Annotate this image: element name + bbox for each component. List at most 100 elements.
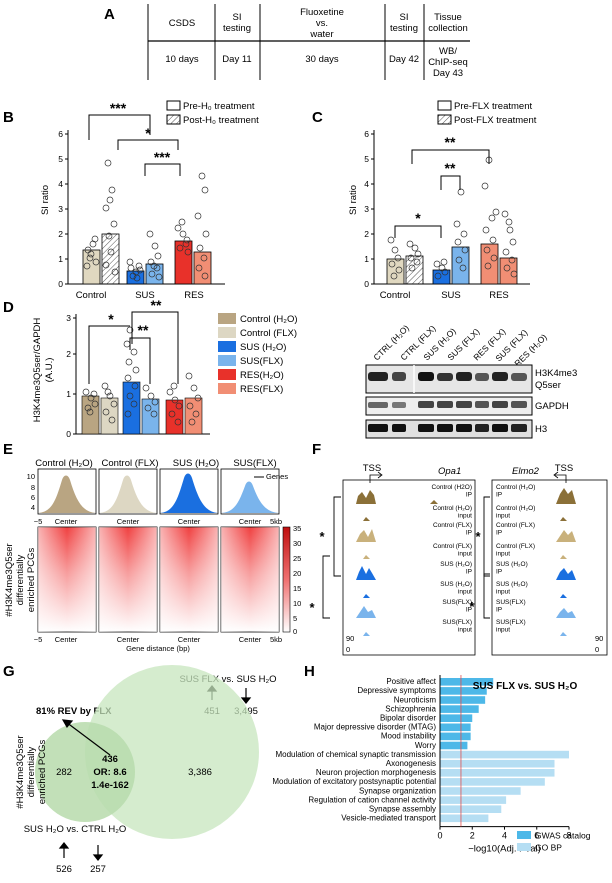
h-legend-label-0: GWAS catalog — [535, 831, 591, 841]
bar-h-11 — [440, 778, 545, 786]
opa1-track-0 — [346, 490, 475, 504]
legend-d-label-5: RES(FLX) — [240, 384, 283, 395]
bar-h-15 — [440, 814, 489, 823]
venn-left-count: 282 — [56, 767, 72, 778]
svg-text:90: 90 — [346, 634, 354, 643]
elmo2-track-6 — [495, 608, 607, 618]
panel-e-title-1: Control (FLX) — [101, 458, 158, 469]
panel-d-label: D — [3, 299, 14, 316]
bar-h-6 — [440, 732, 471, 741]
panel-f-opa1-tracks: Control (H2O) IP Control (H₂O) input Contr… — [346, 484, 475, 654]
bar-h-label-2: Neuroticism — [394, 695, 437, 704]
elmo2-track-4 — [495, 568, 607, 580]
elmo2-tss-arrow — [555, 474, 567, 483]
blot-label-gapdh: GAPDH — [535, 401, 569, 412]
elmo2-gene-label: Elmo2 — [512, 466, 540, 477]
bar-h-label-8: Modulation of chemical synaptic transmis… — [275, 750, 436, 759]
svg-text:#H3K4me3Q5ser: #H3K4me3Q5ser — [15, 735, 26, 808]
bar-h-2 — [440, 696, 486, 704]
panel-b-sig-2: * — [145, 125, 151, 141]
svg-text:90: 90 — [595, 634, 603, 643]
svg-text:−5: −5 — [34, 517, 43, 526]
svg-text:Control (H₂O)IP: Control (H₂O) IP — [496, 484, 535, 499]
h-legend-swatch-1 — [517, 843, 531, 851]
opa1-track-6 — [346, 606, 475, 618]
bar-c-res-post — [499, 257, 518, 285]
panel-g-bottom-label: SUS H₂O vs. CTRL H₂O — [24, 824, 127, 835]
h-tick-label-2: 4 — [502, 831, 507, 841]
panel-d-yunit: (A.U.) — [44, 358, 55, 383]
panel-d-sig-2: ** — [138, 322, 149, 338]
svg-text:Control (FLX)IP: Control (FLX) IP — [496, 522, 535, 537]
svg-text:SUS(FLX)IP: SUS(FLX) IP — [496, 599, 526, 614]
svg-text:#H3K4me3Q5ser: #H3K4me3Q5ser — [4, 543, 15, 616]
svg-text:Center: Center — [117, 635, 140, 644]
svg-text:SUS(FLX)input: SUS(FLX) input — [496, 619, 526, 634]
panel-c-sig-1: * — [415, 210, 421, 226]
svg-text:0: 0 — [595, 645, 599, 654]
elmo2-track-2 — [495, 530, 607, 542]
bar-d-res-h2o — [165, 399, 184, 435]
svg-text:5: 5 — [293, 614, 297, 623]
svg-text:0: 0 — [364, 279, 369, 289]
svg-text:SUS (H₂O)input: SUS (H₂O) input — [440, 581, 472, 596]
panel-d-sig-1: * — [108, 311, 114, 327]
legend-pre-label: Pre-H₀ treatment — [183, 101, 255, 112]
svg-text:3: 3 — [364, 204, 369, 214]
bar-h-label-1: Depressive symptoms — [357, 686, 436, 695]
panel-b-points — [83, 159, 210, 282]
opa1-gene-label: Opa1 — [438, 466, 461, 477]
bar-b-res-pre — [174, 240, 193, 285]
profile-sus-h2o — [160, 473, 218, 513]
profile-control-flx — [99, 475, 157, 513]
venn-circle-flx-sus — [85, 665, 259, 839]
bar-h-label-4: Bipolar disorder — [380, 714, 436, 723]
blot-label-h3: H3 — [535, 424, 547, 435]
panel-f-sig-3: * — [475, 529, 481, 544]
panel-e-center-labels-bottom: Center Center Center Center −5 5kb — [34, 635, 282, 644]
panel-e-colorbar-ticks: 35 30 25 20 15 10 5 0 — [293, 524, 301, 636]
timeline-day-tissue: WB/ChIP-seq Day 43 — [428, 46, 468, 79]
elmo2-track-1 — [495, 517, 607, 521]
panel-b-bars — [82, 233, 212, 285]
svg-text:1: 1 — [58, 254, 63, 264]
opa1-track-2 — [346, 529, 475, 542]
bar-h-5 — [440, 723, 471, 732]
opa1-track-3 — [346, 555, 475, 559]
svg-text:1: 1 — [364, 254, 369, 264]
panel-e-title-2: SUS (H₂O) — [173, 458, 219, 469]
venn-center-count: 436 — [102, 754, 118, 765]
svg-text:enriched PCGs: enriched PCGs — [26, 548, 37, 613]
elmo2-track-3 — [495, 555, 607, 559]
bar-b-control-post — [101, 233, 120, 285]
panel-h-label: H — [304, 663, 315, 680]
bar-h-7 — [440, 741, 468, 750]
bar-h-label-15: Vesicle-mediated transport — [341, 814, 436, 823]
panel-d-sig-3: ** — [151, 297, 162, 313]
bar-h-0 — [440, 678, 494, 686]
panel-b-sig-1: *** — [110, 100, 127, 116]
svg-text:0: 0 — [66, 429, 71, 439]
elmo2-tss-label: TSS — [555, 463, 573, 474]
bar-h-label-3: Schizophrenia — [385, 704, 436, 713]
bar-b-res-post — [193, 251, 212, 285]
panel-f-opa1: TSS Opa1 — [342, 463, 476, 656]
timeline-day-treatment: 30 days — [305, 54, 339, 65]
svg-text:Control (FLX)input: Control (FLX) input — [433, 543, 472, 558]
opa1-tss-label: TSS — [363, 463, 381, 474]
bar-h-1 — [440, 687, 487, 695]
panel-d-points — [82, 326, 202, 426]
legend-post-flx-swatch — [437, 114, 452, 125]
svg-text:4: 4 — [31, 503, 35, 512]
legend-d-label-2: SUS (H₂O) — [240, 342, 286, 353]
legend-d-label-1: Control (FLX) — [240, 328, 297, 339]
svg-text:differentially: differentially — [15, 554, 26, 605]
blot-label-h3k4: H3K4me3 Q5ser — [535, 368, 577, 391]
panel-c-legend: Pre-FLX treatment Post-FLX treatment — [437, 100, 537, 126]
svg-text:25: 25 — [293, 554, 301, 563]
svg-text:4: 4 — [364, 179, 369, 189]
panel-c-label: C — [312, 109, 323, 126]
panel-e-xlabel: Gene distance (bp) — [126, 644, 190, 653]
svg-text:Control (FLX)IP: Control (FLX) IP — [433, 522, 472, 537]
